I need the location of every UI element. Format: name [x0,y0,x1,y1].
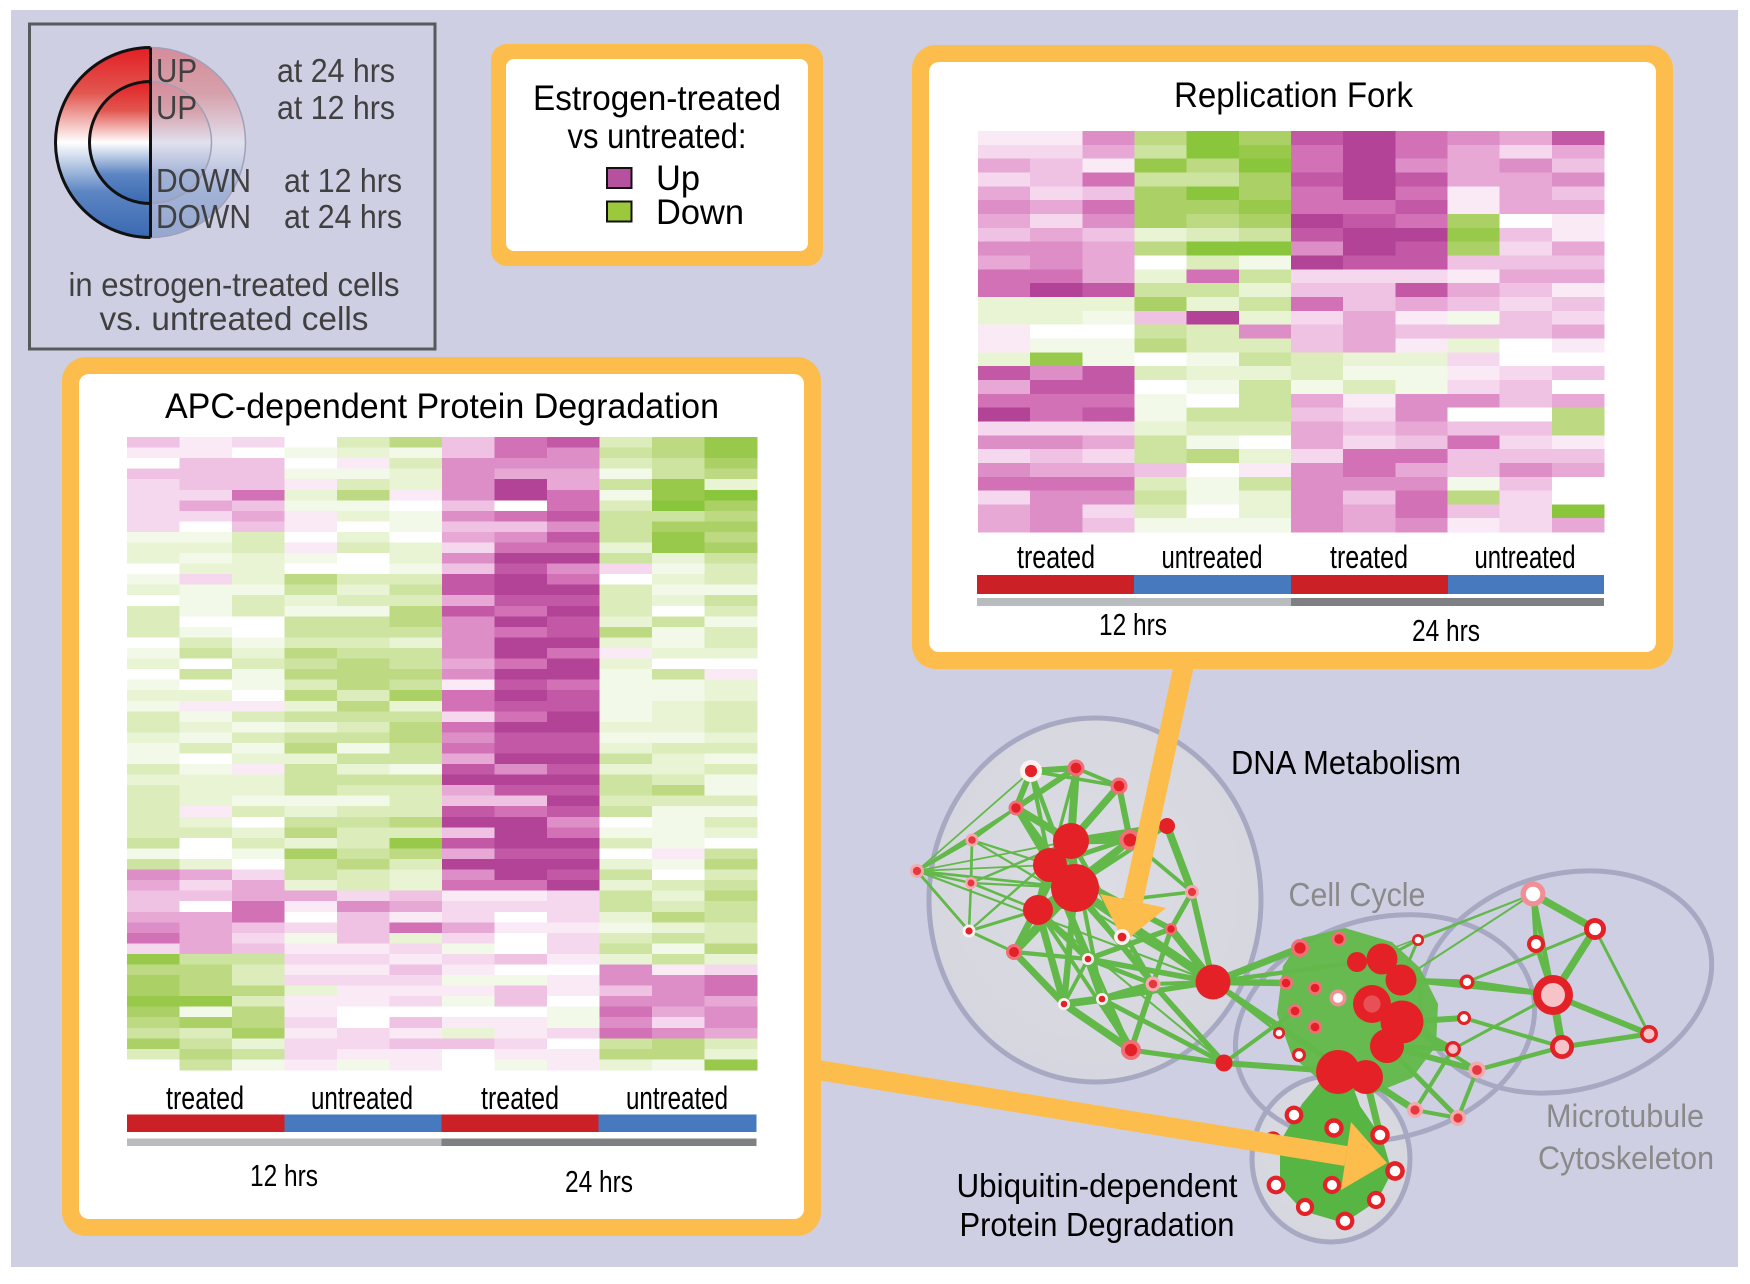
svg-text:untreated: untreated [1475,539,1576,575]
svg-text:24 hrs: 24 hrs [565,1164,633,1199]
svg-text:untreated: untreated [626,1080,728,1116]
svg-text:DNA Metabolism: DNA Metabolism [1231,744,1461,781]
svg-text:treated: treated [166,1080,244,1116]
svg-text:in estrogen-treated cells: in estrogen-treated cells [69,266,400,303]
svg-text:at 12 hrs: at 12 hrs [284,162,402,199]
svg-text:12 hrs: 12 hrs [1099,607,1167,642]
svg-text:at 24 hrs: at 24 hrs [277,52,395,89]
svg-text:12 hrs: 12 hrs [250,1158,318,1193]
svg-text:Cell Cycle: Cell Cycle [1289,876,1426,913]
svg-text:Protein Degradation: Protein Degradation [960,1206,1235,1243]
svg-text:Estrogen-treated: Estrogen-treated [533,79,781,118]
svg-text:treated: treated [1017,539,1095,575]
svg-text:APC-dependent Protein Degradat: APC-dependent Protein Degradation [165,387,719,426]
svg-text:24 hrs: 24 hrs [1412,613,1480,648]
svg-text:at 12 hrs: at 12 hrs [277,89,395,126]
svg-text:DOWN: DOWN [156,162,251,199]
svg-text:Microtubule: Microtubule [1546,1098,1704,1134]
svg-text:treated: treated [1330,539,1408,575]
svg-text:treated: treated [481,1080,559,1116]
svg-text:untreated: untreated [1162,539,1263,575]
svg-text:Up: Up [656,159,700,198]
svg-text:untreated: untreated [311,1080,413,1116]
svg-text:Cytoskeleton: Cytoskeleton [1538,1140,1714,1176]
svg-text:Replication Fork: Replication Fork [1174,76,1413,115]
svg-text:Down: Down [656,193,744,232]
svg-text:UP: UP [156,52,197,89]
svg-text:UP: UP [156,89,197,126]
svg-text:vs untreated:: vs untreated: [568,117,747,156]
svg-text:DOWN: DOWN [156,198,251,235]
svg-text:Ubiquitin-dependent: Ubiquitin-dependent [957,1167,1238,1204]
svg-text:vs. untreated cells: vs. untreated cells [100,300,369,337]
svg-text:at 24 hrs: at 24 hrs [284,198,402,235]
